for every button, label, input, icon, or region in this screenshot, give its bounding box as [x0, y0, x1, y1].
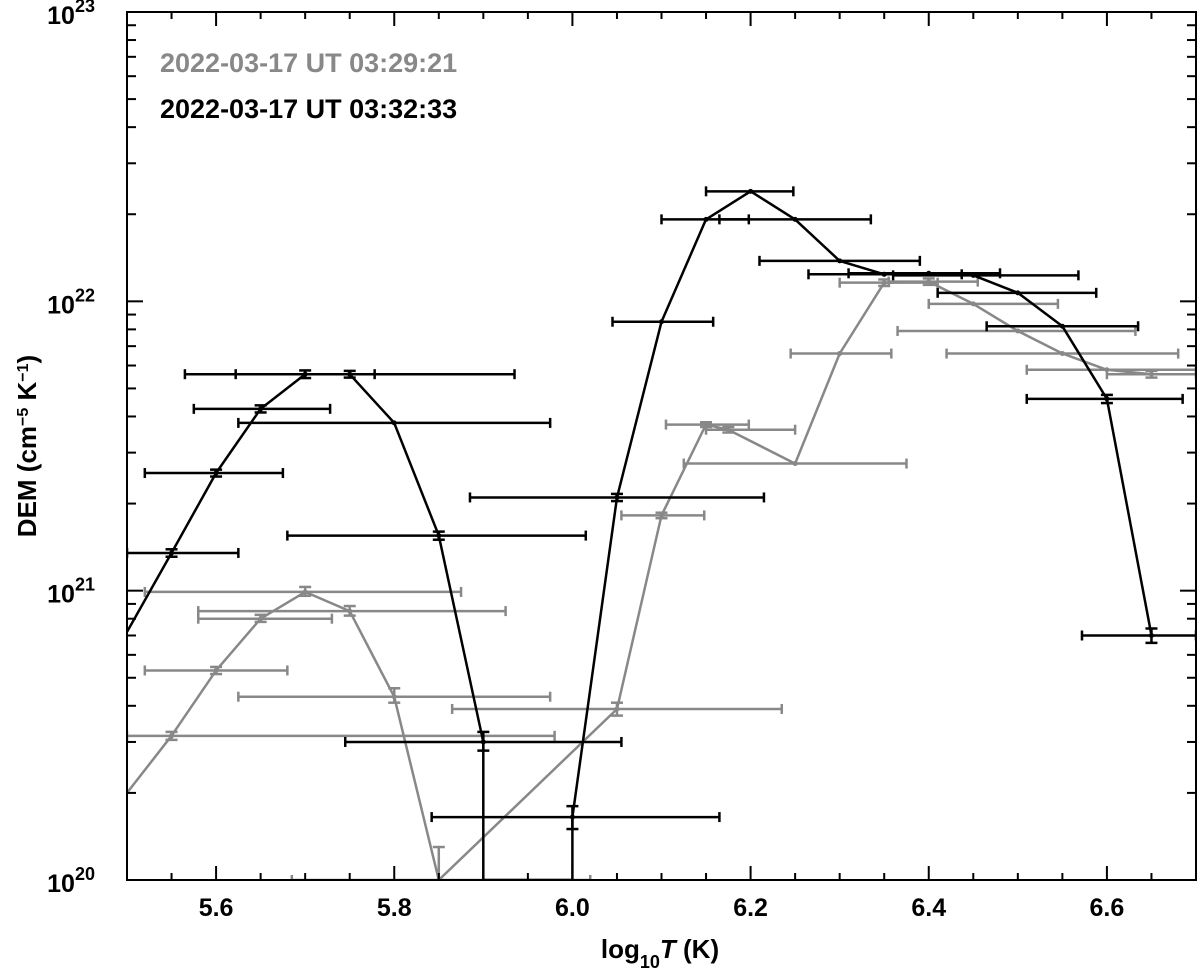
- data-point: [258, 616, 264, 622]
- data-point: [169, 550, 175, 556]
- data-point: [302, 589, 308, 595]
- y-tick-label: 1023: [47, 0, 95, 30]
- data-point: [213, 470, 219, 476]
- data-point: [1148, 371, 1154, 377]
- data-point: [837, 258, 843, 264]
- data-point: [703, 216, 709, 222]
- data-point: [391, 420, 397, 426]
- data-point: [659, 512, 664, 518]
- data-point: [1148, 632, 1154, 638]
- y-tick-label: 1022: [47, 285, 95, 319]
- x-axis-title-var: T: [660, 934, 678, 964]
- data-point: [213, 667, 219, 673]
- series-layer: [127, 186, 1196, 880]
- ticks-layer: 5.6 5.8 6.0 6.2 6.4 6.6 1020 1021 1022 1023: [47, 0, 1197, 922]
- data-point: [614, 494, 620, 500]
- data-point: [837, 351, 843, 357]
- x-axis-title-sub: 10: [640, 952, 660, 970]
- x-axis-title-base: log: [601, 934, 640, 964]
- data-point: [725, 427, 731, 433]
- data-point: [792, 216, 798, 222]
- data-point: [1059, 323, 1065, 329]
- data-point: [480, 739, 486, 745]
- y-axis-title-exp2: −1: [15, 363, 32, 381]
- data-point: [569, 814, 575, 820]
- series-1: [127, 186, 1196, 880]
- data-point: [748, 188, 754, 194]
- y-axis-title-exp: −5: [15, 408, 32, 426]
- y-axis-title-end: ): [12, 355, 42, 364]
- data-point: [169, 733, 175, 739]
- data-point: [970, 272, 976, 278]
- x-tick-label: 6.0: [555, 894, 590, 922]
- data-point: [970, 301, 976, 307]
- data-point: [347, 608, 353, 614]
- data-point: [391, 694, 397, 700]
- x-axis-title: log10T (K): [601, 934, 719, 970]
- data-point: [258, 406, 264, 412]
- plot-frame: [126, 11, 1197, 881]
- data-point: [614, 706, 620, 712]
- y-tick-label: 1020: [47, 864, 95, 898]
- data-point: [347, 371, 353, 377]
- data-point: [792, 461, 798, 467]
- y-axis-title-main: DEM (cm: [12, 426, 42, 537]
- data-point: [926, 279, 932, 285]
- y-tick-label: 1021: [47, 575, 95, 609]
- data-point: [659, 319, 664, 325]
- series-line: [127, 280, 1196, 880]
- data-point: [1015, 328, 1021, 334]
- x-axis-title-unit: (K): [676, 934, 719, 964]
- x-tick-label: 5.8: [377, 894, 412, 922]
- data-point: [1104, 396, 1110, 402]
- series-line: [127, 190, 1153, 880]
- legend-entry-0: 2022-03-17 UT 03:29:21: [160, 48, 457, 78]
- y-axis-title-mid: K: [12, 381, 42, 407]
- series-0: [127, 276, 1196, 880]
- x-tick-label: 6.4: [911, 894, 946, 922]
- data-point: [881, 280, 887, 286]
- legend-entry-1: 2022-03-17 UT 03:32:33: [160, 94, 457, 124]
- data-point: [1015, 290, 1021, 296]
- x-tick-label: 6.2: [733, 894, 768, 922]
- x-tick-label: 5.6: [199, 894, 234, 922]
- y-axis-title: DEM (cm−5 K−1): [12, 355, 42, 537]
- data-point: [436, 533, 442, 539]
- data-point: [1059, 351, 1065, 357]
- x-tick-label: 6.6: [1090, 894, 1125, 922]
